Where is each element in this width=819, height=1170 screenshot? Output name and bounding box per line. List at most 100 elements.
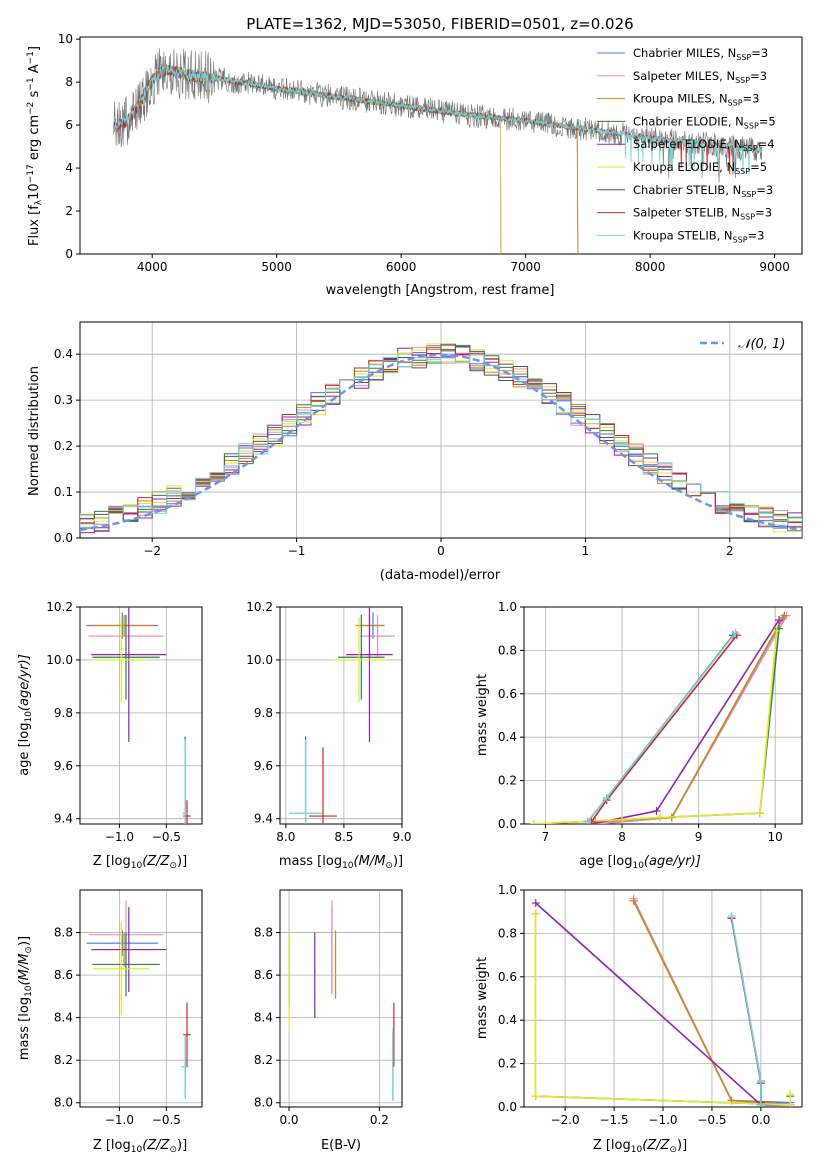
legend-label-sub: SSP <box>741 190 756 199</box>
error-bars <box>288 900 395 1101</box>
spectrum-title: PLATE=1362, MJD=53050, FIBERID=0501, z=0… <box>246 15 633 33</box>
weight-line <box>730 918 762 1103</box>
y-tick-label: 0.2 <box>54 439 73 453</box>
residual-histograms <box>80 343 802 538</box>
y-tick-label: 8.4 <box>254 1011 273 1025</box>
x-tick-label: −0.5 <box>152 1113 181 1127</box>
x-tick-label: 9 <box>695 830 703 844</box>
y-tick-label: 10 <box>58 32 73 46</box>
x-tick-label: −1.0 <box>648 1113 677 1127</box>
y-tick-label: 9.4 <box>54 812 73 826</box>
y-tick-label: 6 <box>65 118 73 132</box>
x-tick-label: −1.0 <box>105 830 134 844</box>
y-tick-label: 9.8 <box>254 706 273 720</box>
y-tick-label: 1.0 <box>498 883 517 897</box>
legend-label-name: Kroupa MILES, N <box>633 92 728 106</box>
x-tick-label: 0 <box>437 544 445 558</box>
y-tick-label: 0.2 <box>498 1057 517 1071</box>
y-tick-label: 9.4 <box>254 812 273 826</box>
weight-line <box>590 634 738 823</box>
y-tick-label: 8.4 <box>54 1011 73 1025</box>
y-tick-label: 0.3 <box>54 393 73 407</box>
legend-label: Salpeter ELODIE, NSSP=4 <box>633 137 775 153</box>
legend-label-value: =3 <box>743 92 760 106</box>
legend-label-name: Chabrier ELODIE, N <box>633 114 744 128</box>
z-mass-xlabel: Z [log10(Z/Z⊙)] <box>93 1138 187 1155</box>
y-tick-label: 0.6 <box>498 970 517 984</box>
x-tick-label: 0.2 <box>370 1113 389 1127</box>
ebv-mass-panel: 0.0 0.2 8.0 8.2 8.4 8.6 8.8 E(B-V) <box>254 889 403 1153</box>
normal-legend-label: 𝒩(0, 1) <box>738 337 785 352</box>
error-bars <box>289 607 396 824</box>
x-tick-label: −1.5 <box>599 1113 628 1127</box>
y-tick-label: 0.8 <box>498 926 517 940</box>
spectrum-panel: PLATE=1362, MJD=53050, FIBERID=0501, z=0… <box>26 15 803 298</box>
ebv-mass-xlabel: E(B-V) <box>321 1138 361 1153</box>
x-tick-label: 0.0 <box>751 1113 770 1127</box>
legend-label-sub: SSP <box>733 235 748 244</box>
legend-label: Kroupa STELIB, NSSP=3 <box>633 228 764 244</box>
spectrum-series-line <box>113 63 763 175</box>
weight-line <box>730 915 762 1105</box>
y-tick-label: 10.2 <box>246 600 273 614</box>
x-tick-label: 6000 <box>386 260 417 274</box>
y-tick-label: 0.0 <box>54 531 73 545</box>
x-tick-label: −0.5 <box>152 830 181 844</box>
weight-z-ylabel: mass weight <box>475 957 490 1039</box>
legend-label-name: Kroupa STELIB, N <box>633 228 733 242</box>
weight-line <box>534 913 792 1106</box>
legend-label-value: =5 <box>759 114 776 128</box>
x-tick-label: −0.5 <box>697 1113 726 1127</box>
x-tick-label: 8.0 <box>276 830 295 844</box>
ebv-mass-plot-area: 0.0 0.2 8.0 8.2 8.4 8.6 8.8 <box>254 889 403 1127</box>
y-tick-label: 9.6 <box>54 759 73 773</box>
y-tick-label: 0.4 <box>54 347 73 361</box>
x-tick-label: 4000 <box>137 260 168 274</box>
z-age-ylabel: age [log10(age/yr)] <box>17 654 34 776</box>
y-tick-label: 0.8 <box>498 643 517 657</box>
legend-label-sub: SSP <box>735 167 750 176</box>
x-tick-label: 8 <box>618 830 626 844</box>
weight-age-panel: 7 8 9 10 0.0 0.2 0.4 0.6 0.8 1.0 age [log10(age/y… <box>475 600 803 871</box>
legend-label: Chabrier MILES, NSSP=3 <box>633 46 768 62</box>
y-tick-label: 0.4 <box>498 1013 517 1027</box>
residuals-xlabel: (data-model)/error <box>380 568 501 583</box>
x-tick-label: −2 <box>143 544 161 558</box>
legend-label-value: =3 <box>750 69 767 83</box>
residual-histogram <box>80 354 802 528</box>
y-tick-label: 8.0 <box>254 1096 273 1110</box>
legend-label-value: =3 <box>748 228 765 242</box>
axes-frame <box>523 606 803 825</box>
y-tick-label: 8.6 <box>54 968 73 982</box>
legend-label-sub: SSP <box>740 213 755 222</box>
mass-age-xlabel: mass [log10(M/M⊙)] <box>279 854 403 871</box>
y-tick-label: 10.0 <box>246 653 273 667</box>
weight-line <box>595 617 784 824</box>
weight-line <box>533 628 780 824</box>
legend-label-sub: SSP <box>736 53 751 62</box>
y-tick-label: 10.0 <box>46 653 73 667</box>
x-tick-label: 9000 <box>759 260 790 274</box>
weight-line <box>595 615 786 823</box>
spectrum-series-line <box>113 48 763 183</box>
x-tick-label: 7000 <box>510 260 541 274</box>
z-age-xlabel: Z [log10(Z/Z⊙)] <box>93 854 187 871</box>
residuals-legend: 𝒩(0, 1) <box>700 337 785 352</box>
legend-label-name: Kroupa ELODIE, N <box>633 160 735 174</box>
legend-label-name: Salpeter MILES, N <box>633 69 735 83</box>
weight-z-xlabel: Z [log10(Z/Z⊙)] <box>593 1138 687 1155</box>
x-tick-label: −1.0 <box>105 1113 134 1127</box>
legend-label-name: Chabrier STELIB, N <box>633 183 741 197</box>
axes-frame <box>79 606 203 825</box>
spectrum-lines <box>113 48 763 254</box>
z-age-panel: −1.0 −0.5 9.4 9.6 9.8 10.0 10.2 Z [log10(Z/Z⊙)… <box>17 600 203 871</box>
residuals-plot-area: −2 −1 0 1 2 0.0 0.1 0.2 0.3 0.4 <box>54 321 803 558</box>
y-tick-label: 8.2 <box>254 1053 273 1067</box>
y-tick-label: 8 <box>65 75 73 89</box>
legend-label-value: =4 <box>758 137 775 151</box>
legend-label-name: Salpeter STELIB, N <box>633 206 740 220</box>
normal-curve <box>80 353 802 532</box>
legend-label: Kroupa MILES, NSSP=3 <box>633 92 759 108</box>
legend-label-value: =3 <box>751 46 768 60</box>
